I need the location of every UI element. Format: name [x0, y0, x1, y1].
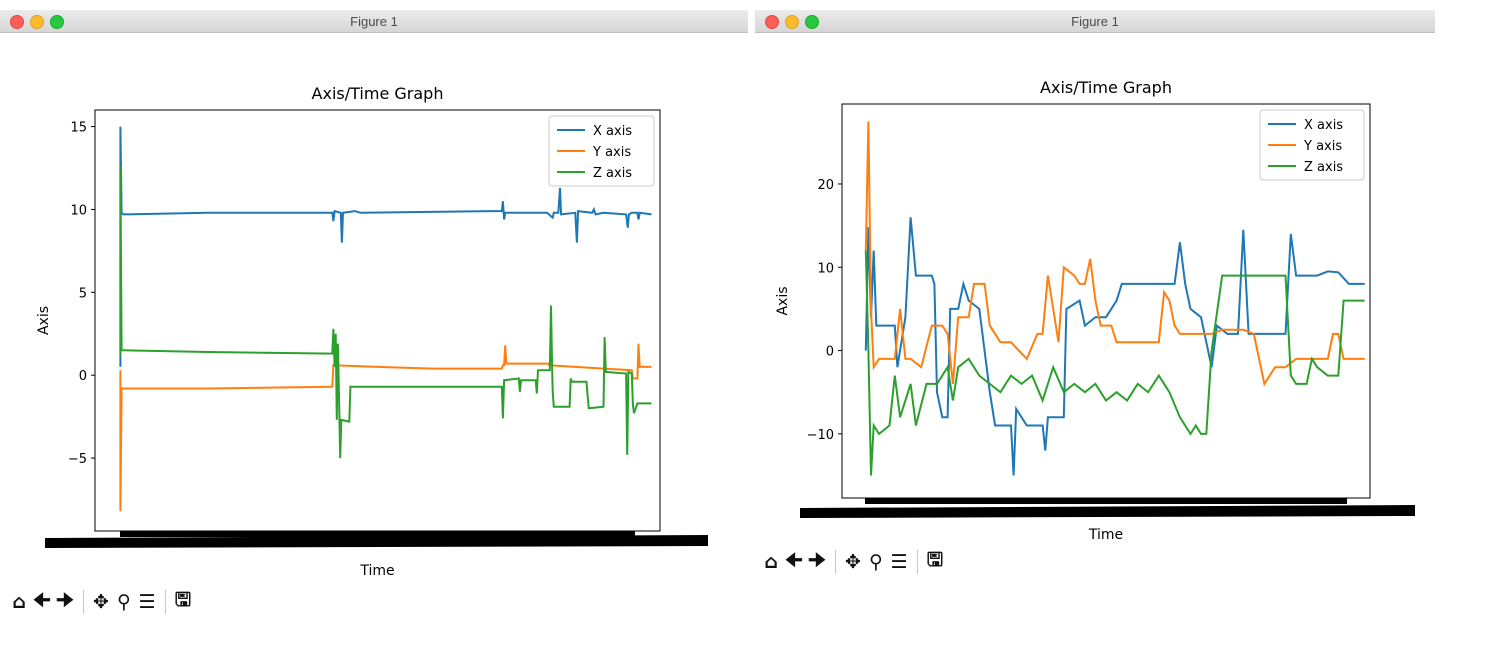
y-tick-label: 0 — [826, 345, 834, 360]
x-tick-labels-overlapping — [45, 535, 708, 548]
y-tick-label: −10 — [807, 428, 834, 443]
legend-label: Z axis — [593, 166, 632, 181]
y-tick-label: 5 — [79, 286, 87, 301]
maximize-window-button[interactable] — [805, 15, 819, 29]
y-tick-label: 10 — [70, 203, 87, 218]
y-tick-label: 10 — [817, 261, 834, 276]
save-icon[interactable]: 🖫 — [174, 589, 192, 611]
back-icon[interactable]: 🠈 — [33, 589, 51, 611]
subplots-icon[interactable]: ☰ — [138, 591, 156, 613]
zoom-icon[interactable]: ⚲ — [117, 591, 131, 613]
chart-title: Axis/Time Graph — [1040, 78, 1172, 97]
toolbar-separator — [917, 550, 918, 574]
pan-icon[interactable]: ✥ — [845, 551, 861, 573]
toolbar-separator — [83, 590, 84, 614]
chart-figure-1: Axis/Time Graph −5 0 5 10 15 Time Axis X axis Y a… — [36, 84, 708, 579]
y-axis-label: Axis — [36, 306, 52, 335]
pan-icon[interactable]: ✥ — [93, 591, 109, 613]
close-window-button[interactable] — [765, 15, 779, 29]
x-tick-labels-overlapping — [800, 505, 1415, 518]
x-ticks-dense — [120, 531, 635, 537]
y-tick-label: 20 — [817, 178, 834, 193]
window-titlebar[interactable]: Figure 1 — [755, 10, 1435, 33]
chart-title: Axis/Time Graph — [312, 84, 444, 103]
x-axis-label: Time — [359, 563, 394, 579]
subplots-icon[interactable]: ☰ — [890, 551, 908, 573]
y-tick-label: 0 — [79, 369, 87, 384]
series-line-y-axis — [864, 121, 1365, 387]
window-titlebar[interactable]: Figure 1 — [0, 10, 748, 33]
minimize-window-button[interactable] — [785, 15, 799, 29]
x-axis-label: Time — [1088, 527, 1123, 543]
x-ticks-dense — [865, 498, 1347, 504]
forward-icon[interactable]: 🠊 — [808, 549, 826, 571]
window-title: Figure 1 — [350, 14, 398, 29]
legend-box — [548, 115, 655, 187]
minimize-window-button[interactable] — [30, 15, 44, 29]
y-tick-label: 15 — [70, 121, 87, 136]
series-line-z-axis — [864, 250, 1365, 476]
window-title: Figure 1 — [1071, 14, 1119, 29]
back-icon[interactable]: 🠈 — [785, 549, 803, 571]
y-tick-label: −5 — [68, 452, 87, 467]
chart-figure-2: Axis/Time Graph −10 0 10 20 Time Axis X axis Y a… — [775, 78, 1415, 543]
y-axis-label: Axis — [775, 286, 791, 315]
legend-label: Y axis — [592, 145, 631, 160]
toolbar-separator — [835, 550, 836, 574]
figure-window-1: Figure 1 Axis/Time Graph −5 0 5 10 15 Time Axis… — [0, 10, 748, 620]
figure-window-2: Figure 1 Axis/Time Graph −10 0 10 20 Time Axis… — [755, 10, 1435, 620]
legend-box — [1259, 109, 1365, 181]
legend-label: Z axis — [1304, 160, 1343, 175]
series-line-x-axis — [119, 126, 652, 367]
series-line-z-axis — [119, 166, 652, 459]
forward-icon[interactable]: 🠊 — [56, 589, 74, 611]
legend-label: X axis — [593, 124, 632, 139]
close-window-button[interactable] — [10, 15, 24, 29]
maximize-window-button[interactable] — [50, 15, 64, 29]
zoom-icon[interactable]: ⚲ — [869, 551, 883, 573]
legend-label: X axis — [1304, 118, 1343, 133]
save-icon[interactable]: 🖫 — [926, 549, 944, 571]
navigation-toolbar: ⌂ 🠈 🠊 ✥ ⚲ ☰ 🖫 — [8, 586, 195, 618]
series-line-x-axis — [864, 217, 1365, 476]
series-line-y-axis — [119, 343, 652, 512]
navigation-toolbar: ⌂ 🠈 🠊 ✥ ⚲ ☰ 🖫 — [760, 546, 947, 578]
home-icon[interactable]: ⌂ — [764, 551, 778, 573]
home-icon[interactable]: ⌂ — [12, 591, 26, 613]
toolbar-separator — [165, 590, 166, 614]
legend-label: Y axis — [1303, 139, 1342, 154]
